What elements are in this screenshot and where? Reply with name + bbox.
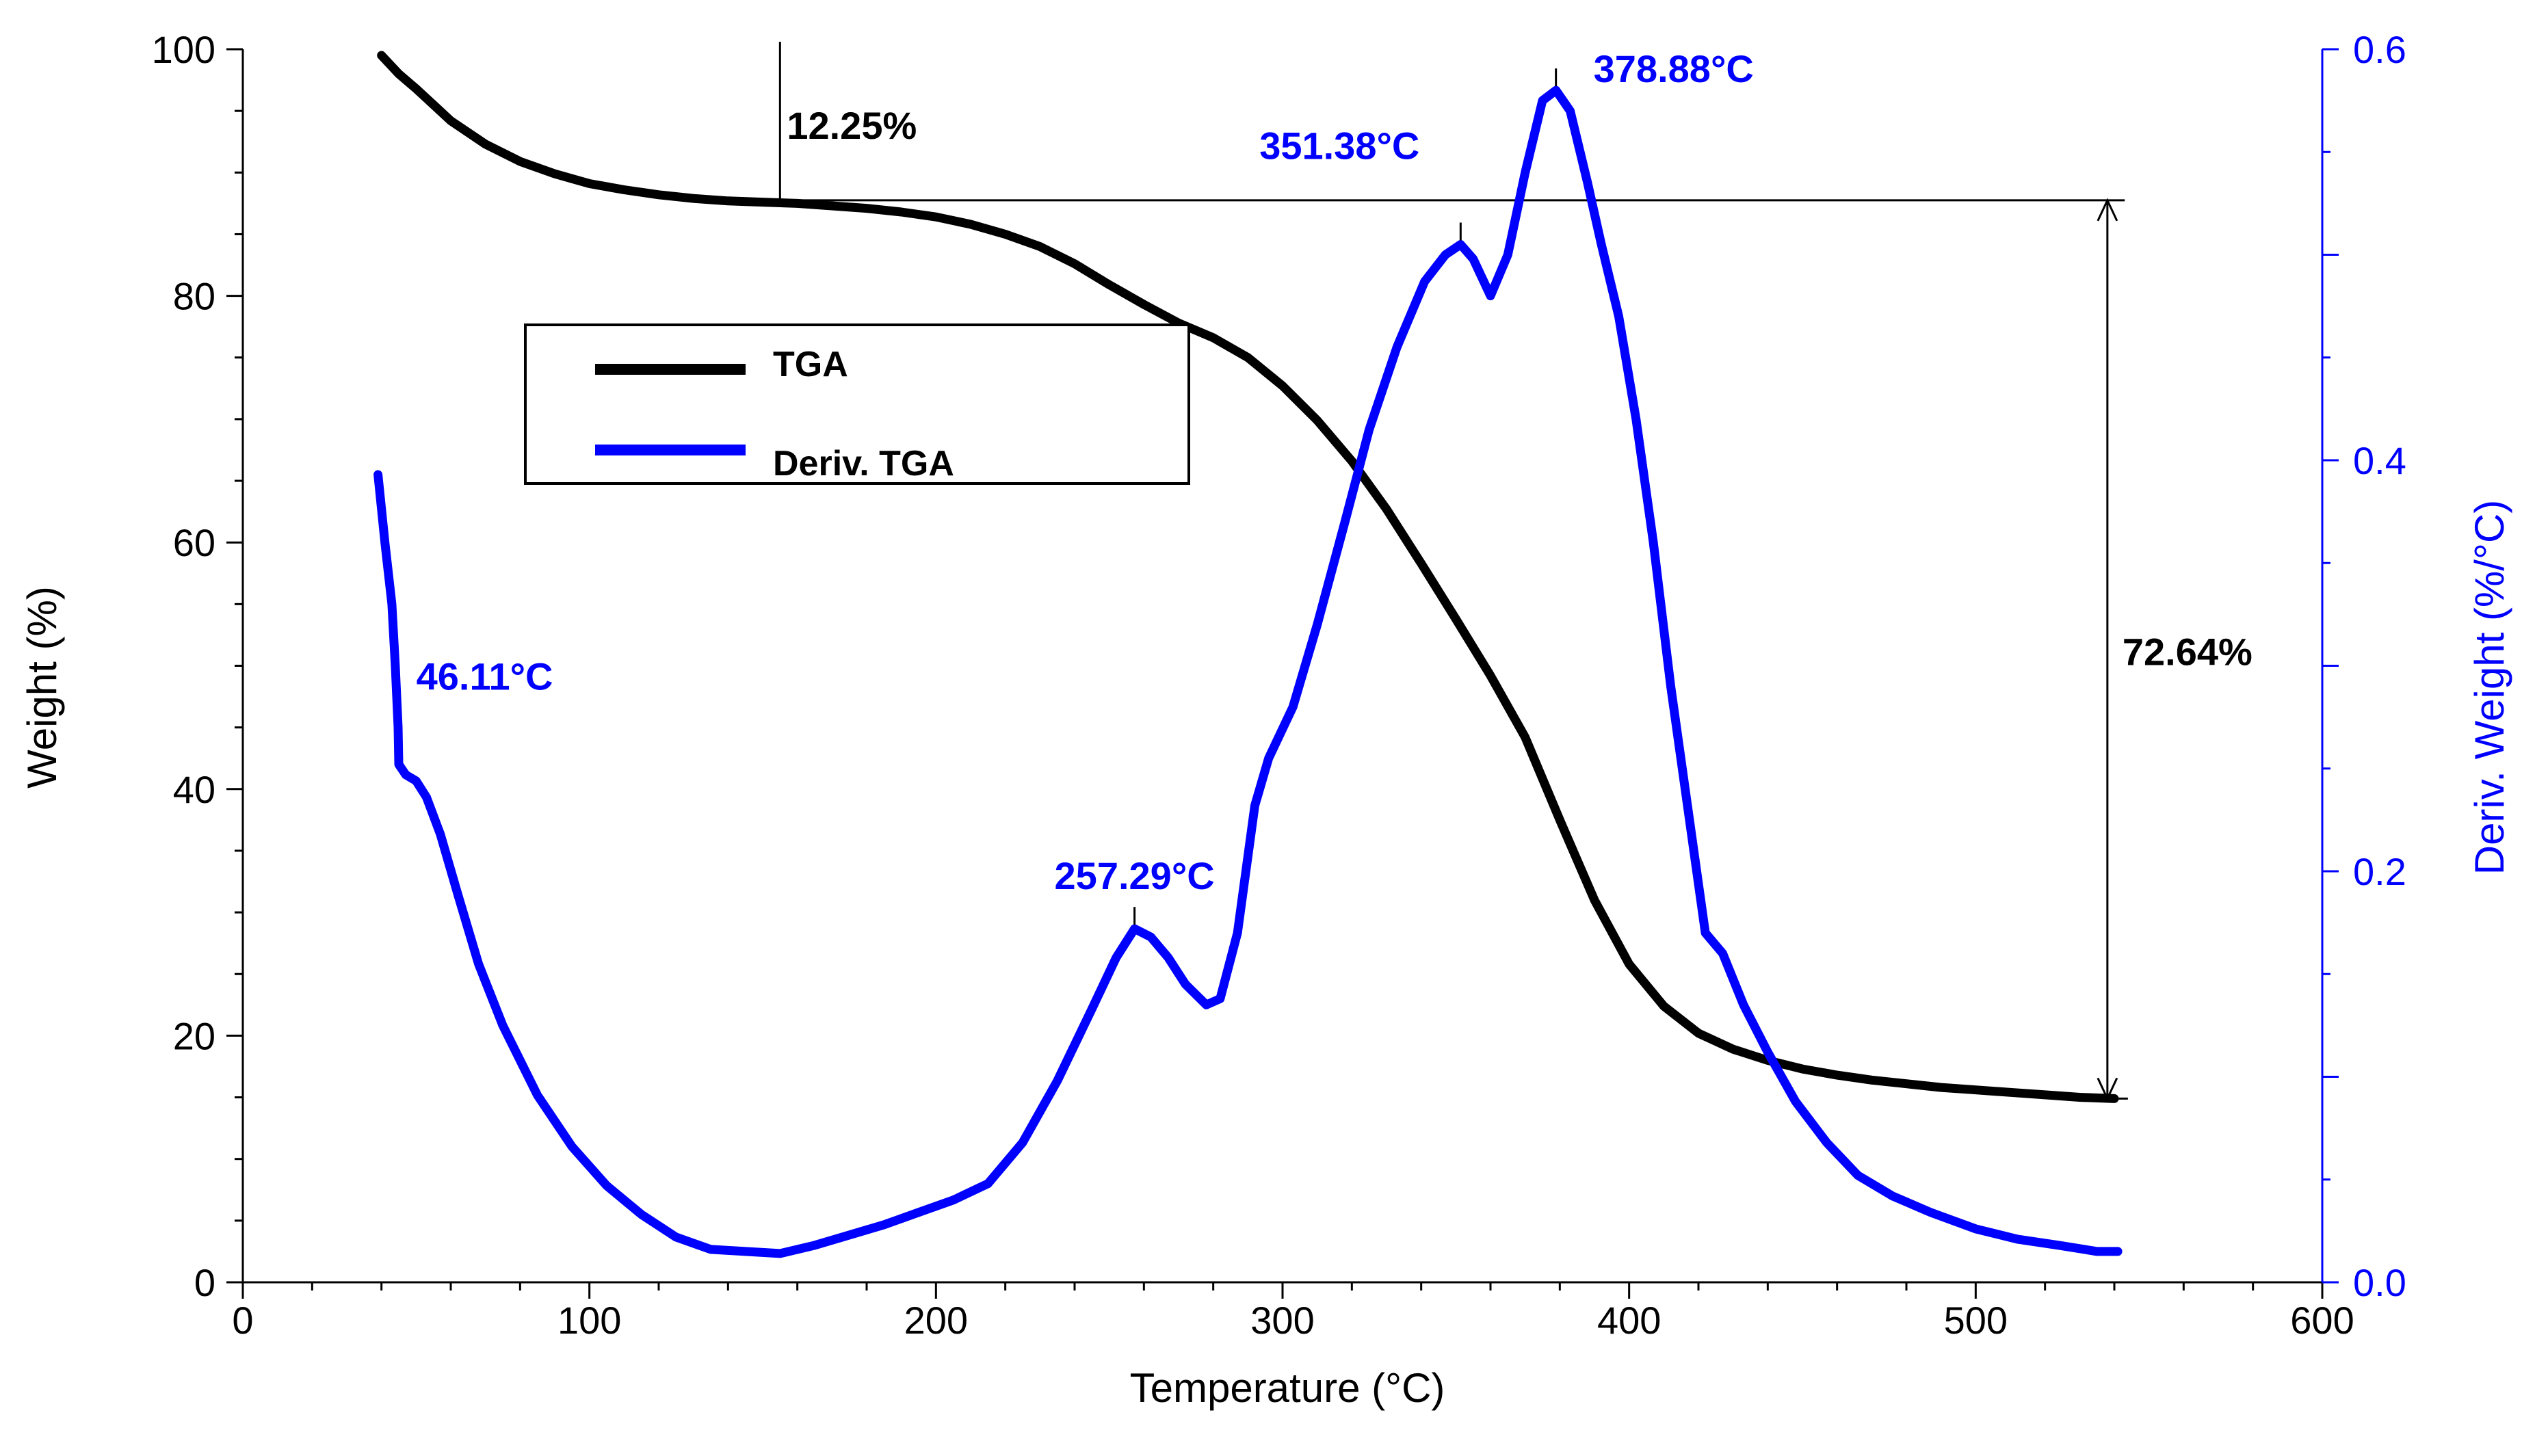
deriv-tga-series-line bbox=[373, 85, 2123, 1258]
y-right-axis-title: Deriv. Weight (%/°C) bbox=[2467, 500, 2512, 875]
annotation-label: 378.88°C bbox=[1594, 47, 1754, 90]
annotation-label: 351.38°C bbox=[1259, 124, 1419, 167]
x-axis-title: Temperature (°C) bbox=[1130, 1365, 1445, 1411]
x-tick-label: 400 bbox=[1597, 1299, 1661, 1342]
annotation-label: 12.25% bbox=[787, 104, 917, 147]
axes-layer: 0 100 200 300 400 500 600 0 20 40 60 80 100 0.0 0.2 0.4… bbox=[152, 28, 2406, 1342]
y-right-tick-label: 0.0 bbox=[2353, 1261, 2406, 1304]
y-right-tick-label: 0.6 bbox=[2353, 28, 2406, 71]
x-tick-label: 200 bbox=[904, 1299, 968, 1342]
annotation-label: 72.64% bbox=[2123, 630, 2252, 673]
tga-series-line bbox=[377, 51, 2119, 1103]
series-layer bbox=[373, 51, 2123, 1258]
x-tick-label: 500 bbox=[1944, 1299, 2008, 1342]
y-left-axis-title: Weight (%) bbox=[19, 586, 65, 789]
x-tick-label: 0 bbox=[232, 1299, 253, 1342]
x-tick-label: 300 bbox=[1250, 1299, 1314, 1342]
y-right-tick-label: 0.2 bbox=[2353, 850, 2406, 893]
legend-box bbox=[524, 323, 1190, 485]
x-tick-label: 600 bbox=[2290, 1299, 2354, 1342]
legend: TGA Deriv. TGA bbox=[524, 323, 1190, 485]
y-left-tick-label: 0 bbox=[194, 1261, 215, 1304]
arrow-head-top bbox=[2097, 198, 2118, 222]
annotation-label: 257.29°C bbox=[1055, 854, 1215, 897]
y-left-tick-label: 80 bbox=[173, 275, 215, 318]
annotation-label: 46.11°C bbox=[417, 655, 553, 698]
y-left-tick-label: 60 bbox=[173, 521, 215, 564]
legend-label-tga: TGA bbox=[773, 345, 848, 384]
annotation-layer: 12.25% 72.64% 46.11°C 257.29°C 351.38°C 378.8… bbox=[417, 47, 2252, 925]
y-left-tick-label: 20 bbox=[173, 1014, 215, 1057]
y-left-tick-label: 100 bbox=[152, 28, 215, 71]
x-tick-label: 100 bbox=[557, 1299, 621, 1342]
y-right-tick-label: 0.4 bbox=[2353, 439, 2406, 482]
legend-label-deriv: Deriv. TGA bbox=[773, 444, 954, 484]
y-left-tick-label: 40 bbox=[173, 768, 215, 811]
